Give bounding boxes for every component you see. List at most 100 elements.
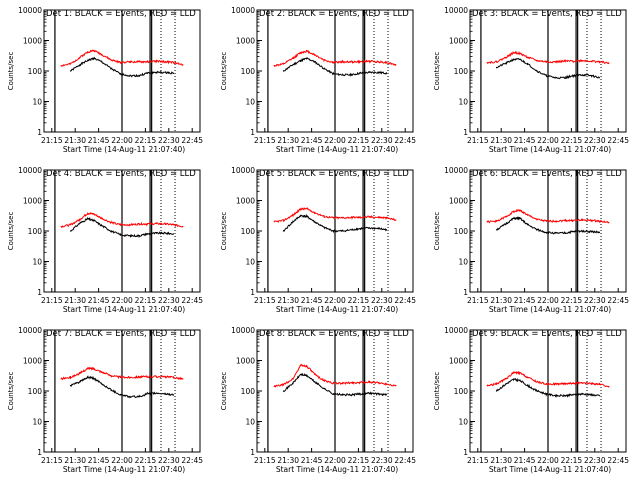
lld-data-point [110, 221, 112, 224]
lld-data-point [146, 376, 148, 378]
lld-data-point [119, 61, 121, 64]
events-data-point [581, 230, 583, 232]
x-tick-label: 22:00 [537, 456, 559, 465]
x-tick-label: 21:30 [64, 136, 86, 145]
x-tick-label: 21:45 [301, 456, 323, 465]
y-tick-label: 10000 [444, 166, 468, 175]
events-data-point [165, 393, 167, 395]
events-data-point [155, 232, 157, 234]
events-data-point [138, 75, 140, 77]
lld-data-point [572, 60, 574, 62]
y-tick-label: 100 [241, 227, 256, 236]
y-tick-label: 1000 [449, 197, 468, 206]
lld-data-point [146, 61, 148, 63]
x-axis-label: Start Time (14-Aug-11 21:07:40) [489, 465, 611, 474]
events-data-point [519, 58, 521, 61]
y-tick-label: 1 [250, 448, 255, 457]
lld-data-point [323, 215, 325, 217]
x-tick-label: 21:45 [301, 136, 323, 145]
y-tick-label: 10000 [444, 6, 468, 15]
events-data-point [342, 74, 344, 76]
x-tick-label: 22:15 [135, 296, 157, 305]
events-data-point [527, 63, 529, 65]
lld-data-point [182, 64, 184, 66]
lld-data-point [129, 61, 131, 63]
lld-data-point [527, 56, 529, 59]
lld-data-point [165, 223, 167, 225]
x-tick-label: 22:15 [135, 456, 157, 465]
lld-data-point [555, 383, 557, 385]
events-data-point [351, 394, 353, 396]
events-data-point [555, 395, 557, 397]
lld-data-point [564, 60, 566, 62]
x-tick-label: 22:30 [158, 136, 180, 145]
events-data-point [101, 61, 103, 63]
y-tick-label: 1000 [23, 197, 42, 206]
lld-data-point [368, 381, 370, 383]
lld-data-point [519, 52, 521, 54]
events-data-point [146, 393, 148, 395]
lld-data-point [385, 217, 388, 219]
y-tick-label: 10000 [18, 326, 42, 335]
lld-data-point [581, 60, 583, 62]
lld-data-point [486, 221, 488, 223]
events-data-point [591, 394, 593, 396]
events-data-point [351, 74, 353, 76]
detector-panel: Det 3: BLACK = Events, RED = LLD 1 10 100 10… [433, 6, 629, 154]
x-tick-label: 21:45 [301, 296, 323, 305]
events-data-point [359, 393, 361, 395]
events-data-point [138, 235, 140, 237]
events-data-point [172, 233, 175, 235]
events-data-point [332, 393, 334, 395]
lld-data-point [598, 383, 601, 385]
events-data-point [564, 395, 566, 397]
lld-data-point [273, 65, 275, 67]
y-tick-label: 100 [28, 67, 43, 76]
lld-data-point [598, 220, 601, 222]
lld-series-line [486, 370, 610, 388]
events-data-point [79, 222, 81, 224]
lld-data-point [505, 216, 507, 218]
lld-data-point [527, 214, 529, 216]
y-tick-label: 100 [454, 67, 469, 76]
lld-data-point [306, 208, 308, 210]
events-data-point [545, 231, 548, 233]
lld-data-point [572, 382, 574, 384]
events-data-point [323, 388, 325, 390]
y-tick-label: 1 [37, 288, 42, 297]
events-data-point [87, 376, 89, 378]
lld-data-point [282, 220, 285, 222]
lld-data-point [306, 50, 308, 52]
lld-data-point [146, 223, 148, 225]
events-data-point [314, 61, 316, 63]
panel-title: Det 4: BLACK = Events, RED = LLD [46, 169, 196, 179]
lld-data-point [314, 54, 316, 56]
x-axis-label: Start Time (14-Aug-11 21:07:40) [63, 305, 185, 314]
lld-data-point [545, 383, 548, 385]
events-data-point [138, 396, 140, 398]
lld-data-point [591, 220, 593, 222]
lld-data-point [545, 220, 548, 222]
lld-data-point [182, 378, 184, 380]
panel-title: Det 5: BLACK = Events, RED = LLD [259, 169, 409, 179]
lld-data-point [513, 210, 515, 212]
events-data-point [282, 70, 285, 72]
lld-data-point [359, 381, 361, 384]
lld-data-point [591, 60, 593, 62]
y-tick-label: 1 [250, 288, 255, 297]
lld-data-point [155, 223, 157, 225]
detector-panel: Det 7: BLACK = Events, RED = LLD 1 10 100 10… [7, 326, 203, 474]
events-data-point [300, 373, 302, 375]
lld-data-point [527, 376, 529, 378]
events-data-point [368, 227, 370, 229]
x-tick-label: 22:15 [348, 136, 370, 145]
x-tick-label: 22:30 [371, 296, 393, 305]
y-tick-label: 1000 [236, 357, 255, 366]
events-data-point [378, 228, 380, 230]
events-data-point [101, 225, 103, 227]
x-tick-label: 21:30 [490, 296, 512, 305]
x-tick-label: 22:00 [537, 136, 559, 145]
lld-data-point [155, 375, 157, 377]
lld-data-point [165, 376, 167, 378]
events-data-point [527, 385, 529, 387]
